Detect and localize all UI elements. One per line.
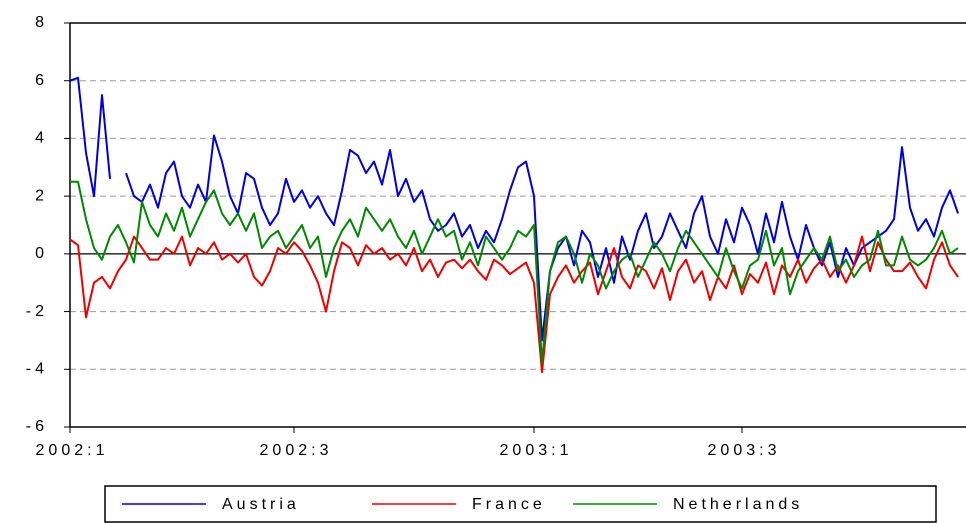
x-tick-label: 2002:3: [260, 442, 333, 459]
y-tick-label: -4: [26, 361, 48, 378]
y-tick-label: 0: [35, 245, 48, 262]
legend-label: France: [472, 496, 546, 513]
legend: Austria France Netherlands: [104, 485, 937, 523]
y-tick-label: 2: [35, 187, 48, 204]
series-line: [69, 76, 959, 342]
legend-box: [104, 485, 937, 523]
x-tick-label: 2003:1: [500, 442, 573, 459]
y-tick-label: 6: [35, 72, 48, 89]
legend-label: Austria: [222, 496, 300, 513]
x-tick-label: 2003:3: [708, 442, 781, 459]
series-line: [69, 235, 959, 374]
y-tick-label: 8: [35, 14, 48, 31]
series-line: [70, 180, 959, 365]
y-tick-label: 4: [35, 130, 48, 147]
x-tick-label: 2002:1: [36, 442, 109, 459]
y-tick-label: -6: [26, 418, 48, 435]
y-tick-label: -2: [26, 303, 48, 320]
legend-label: Netherlands: [673, 496, 803, 513]
